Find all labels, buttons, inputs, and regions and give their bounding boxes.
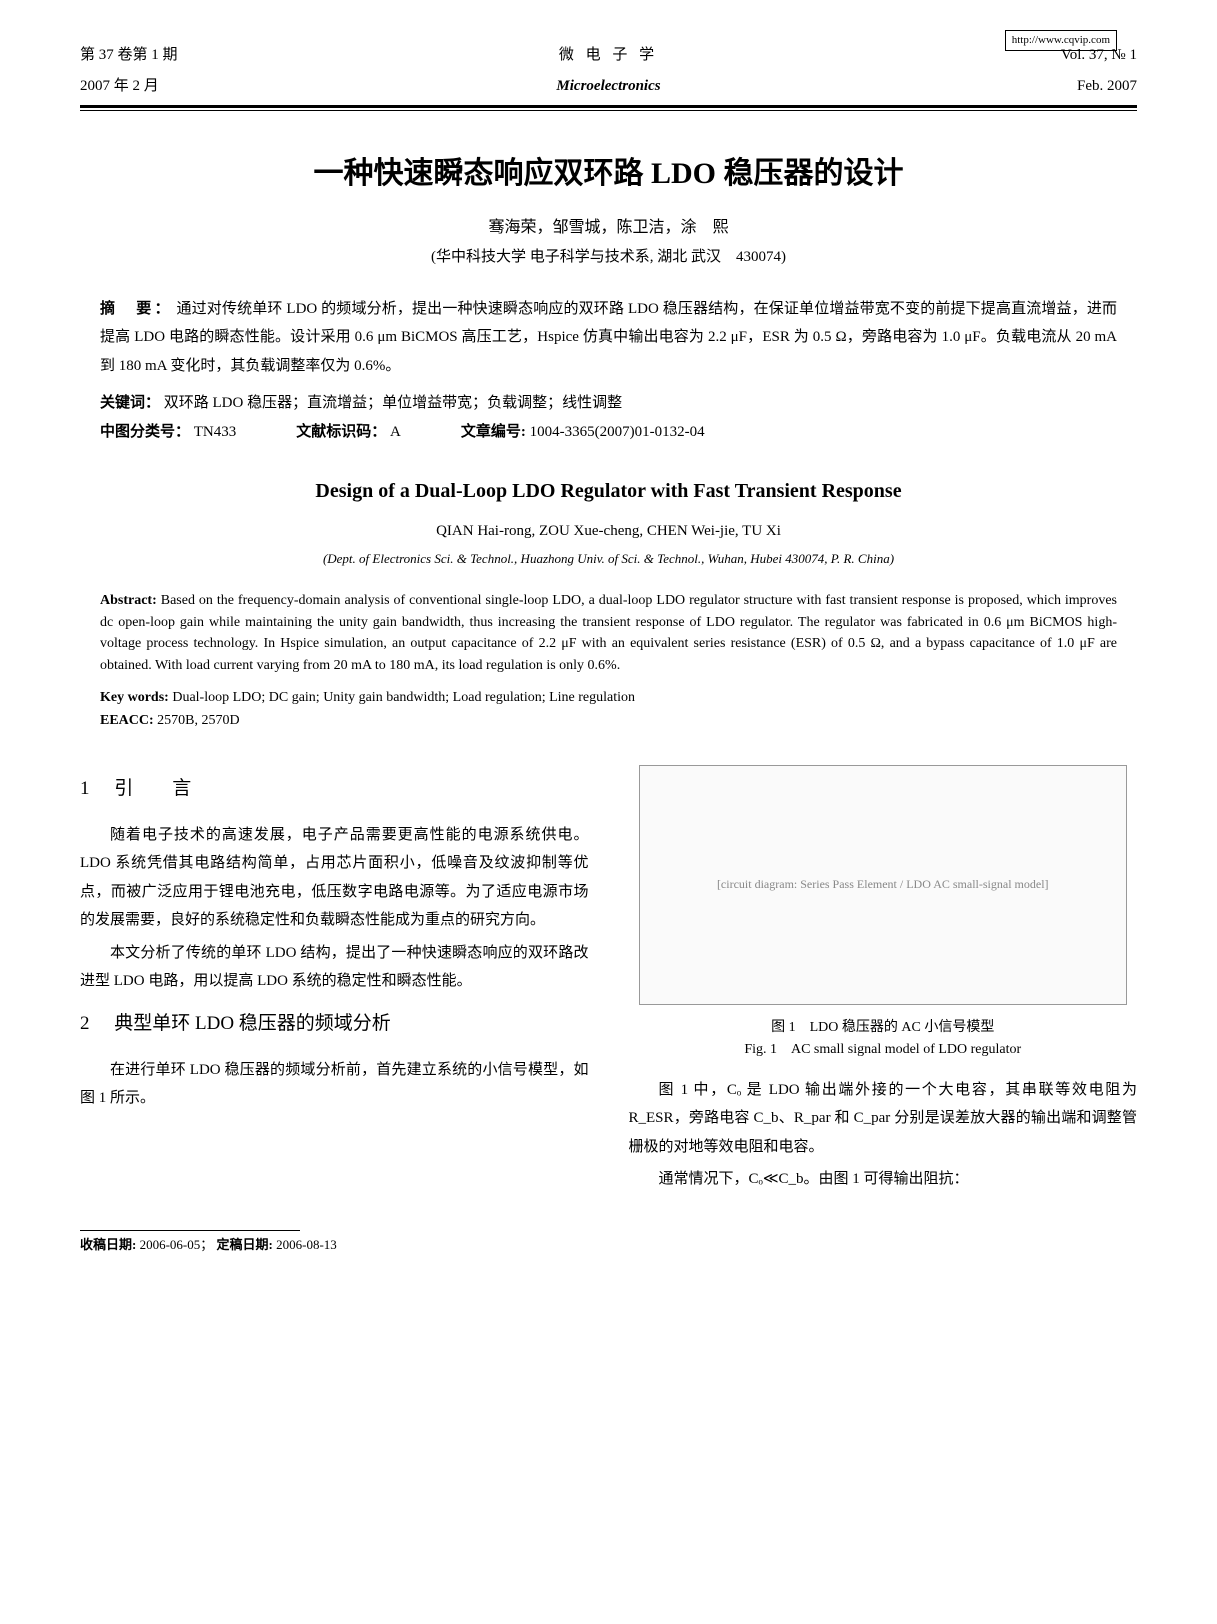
journal-title-cn: 微 电 子 学 [280, 44, 937, 67]
abstract-text-en: Based on the frequency-domain analysis o… [100, 593, 1117, 673]
received-date-label: 收稿日期: [80, 1237, 136, 1252]
eeacc-value: 2570B, 2570D [157, 713, 239, 728]
date-label-en: Feb. 2007 [937, 75, 1137, 98]
source-url-badge: http://www.cqvip.com [1005, 30, 1117, 51]
keywords-label-en: Key words: [100, 690, 169, 705]
date-label-cn: 2007 年 2 月 [80, 75, 280, 98]
body-columns: 1 引 言 随着电子技术的高速发展，电子产品需要更高性能的电源系统供电。LDO … [80, 761, 1137, 1198]
eeacc-label: EEACC: [100, 713, 154, 728]
paragraph-4: 图 1 中，Cₒ 是 LDO 输出端外接的一个大电容，其串联等效电阻为 R_ES… [629, 1076, 1138, 1162]
keywords-cn: 关键词： 双环路 LDO 稳压器；直流增益；单位增益带宽；负载调整；线性调整 [100, 390, 1117, 417]
figure-1-caption-cn: 图 1 LDO 稳压器的 AC 小信号模型 [629, 1017, 1138, 1039]
received-date-value: 2006-06-05； [140, 1237, 214, 1252]
section-2-heading: 2 典型单环 LDO 稳压器的频域分析 [80, 1006, 589, 1042]
articleno-label: 文章编号: [461, 424, 526, 440]
keywords-en: Key words: Dual-loop LDO; DC gain; Unity… [100, 687, 1117, 708]
authors-en: QIAN Hai-rong, ZOU Xue-cheng, CHEN Wei-j… [80, 520, 1137, 543]
header-rule [80, 105, 1137, 111]
header-row-2: 2007 年 2 月 Microelectronics Feb. 2007 [80, 71, 1137, 102]
paragraph-5: 通常情况下，Cₒ≪C_b。由图 1 可得输出阻抗： [629, 1165, 1138, 1194]
abstract-en: Abstract: Based on the frequency-domain … [100, 590, 1117, 677]
header-row-1: 第 37 卷第 1 期 微 电 子 学 Vol. 37, № 1 [80, 40, 1137, 71]
classify-label: 中图分类号： [100, 424, 190, 440]
section-1-title: 引 言 [114, 778, 201, 799]
abstract-label-en: Abstract: [100, 593, 157, 608]
article-title-cn: 一种快速瞬态响应双环路 LDO 稳压器的设计 [80, 151, 1137, 196]
abstract-cn: 摘 要： 通过对传统单环 LDO 的频域分析，提出一种快速瞬态响应的双环路 LD… [100, 295, 1117, 381]
classification-row: 中图分类号： TN433 文献标识码： A 文章编号: 1004-3365(20… [100, 419, 1117, 446]
abstract-text-cn: 通过对传统单环 LDO 的频域分析，提出一种快速瞬态响应的双环路 LDO 稳压器… [100, 301, 1117, 374]
doccode-value: A [390, 424, 401, 440]
classify-value: TN433 [194, 424, 237, 440]
keywords-label-cn: 关键词： [100, 395, 160, 411]
paragraph-2: 本文分析了传统的单环 LDO 结构，提出了一种快速瞬态响应的双环路改进型 LDO… [80, 939, 589, 996]
finalized-date-label: 定稿日期: [217, 1237, 273, 1252]
keywords-text-en: Dual-loop LDO; DC gain; Unity gain bandw… [172, 690, 635, 705]
paragraph-1: 随着电子技术的高速发展，电子产品需要更高性能的电源系统供电。LDO 系统凭借其电… [80, 821, 589, 935]
section-1-heading: 1 引 言 [80, 771, 589, 807]
left-column: 1 引 言 随着电子技术的高速发展，电子产品需要更高性能的电源系统供电。LDO … [80, 761, 589, 1198]
footer-rule [80, 1230, 300, 1231]
section-2-title: 典型单环 LDO 稳压器的频域分析 [114, 1013, 391, 1034]
issue-label-cn: 第 37 卷第 1 期 [80, 44, 280, 67]
affiliation-en: (Dept. of Electronics Sci. & Technol., H… [80, 549, 1137, 569]
authors-cn: 骞海荣，邹雪城，陈卫洁，涂 熙 [80, 216, 1137, 240]
right-column: [circuit diagram: Series Pass Element / … [629, 761, 1138, 1198]
eeacc-line: EEACC: 2570B, 2570D [100, 710, 1117, 731]
figure-1-caption: 图 1 LDO 稳压器的 AC 小信号模型 Fig. 1 AC small si… [629, 1017, 1138, 1062]
journal-title-en: Microelectronics [280, 75, 937, 98]
keywords-text-cn: 双环路 LDO 稳压器；直流增益；单位增益带宽；负载调整；线性调整 [164, 395, 622, 411]
article-title-en: Design of a Dual-Loop LDO Regulator with… [80, 476, 1137, 506]
figure-1-diagram: [circuit diagram: Series Pass Element / … [639, 765, 1128, 1005]
footer: 收稿日期: 2006-06-05； 定稿日期: 2006-08-13 [80, 1224, 1137, 1255]
section-1-number: 1 [80, 778, 90, 799]
figure-1-caption-en: Fig. 1 AC small signal model of LDO regu… [629, 1039, 1138, 1061]
abstract-label-cn: 摘 要： [100, 301, 173, 317]
affiliation-cn: (华中科技大学 电子科学与技术系, 湖北 武汉 430074) [80, 246, 1137, 269]
doccode-label: 文献标识码： [296, 424, 386, 440]
section-2-number: 2 [80, 1013, 90, 1034]
paragraph-3: 在进行单环 LDO 稳压器的频域分析前，首先建立系统的小信号模型，如图 1 所示… [80, 1056, 589, 1113]
articleno-value: 1004-3365(2007)01-0132-04 [530, 424, 705, 440]
finalized-date-value: 2006-08-13 [276, 1237, 337, 1252]
